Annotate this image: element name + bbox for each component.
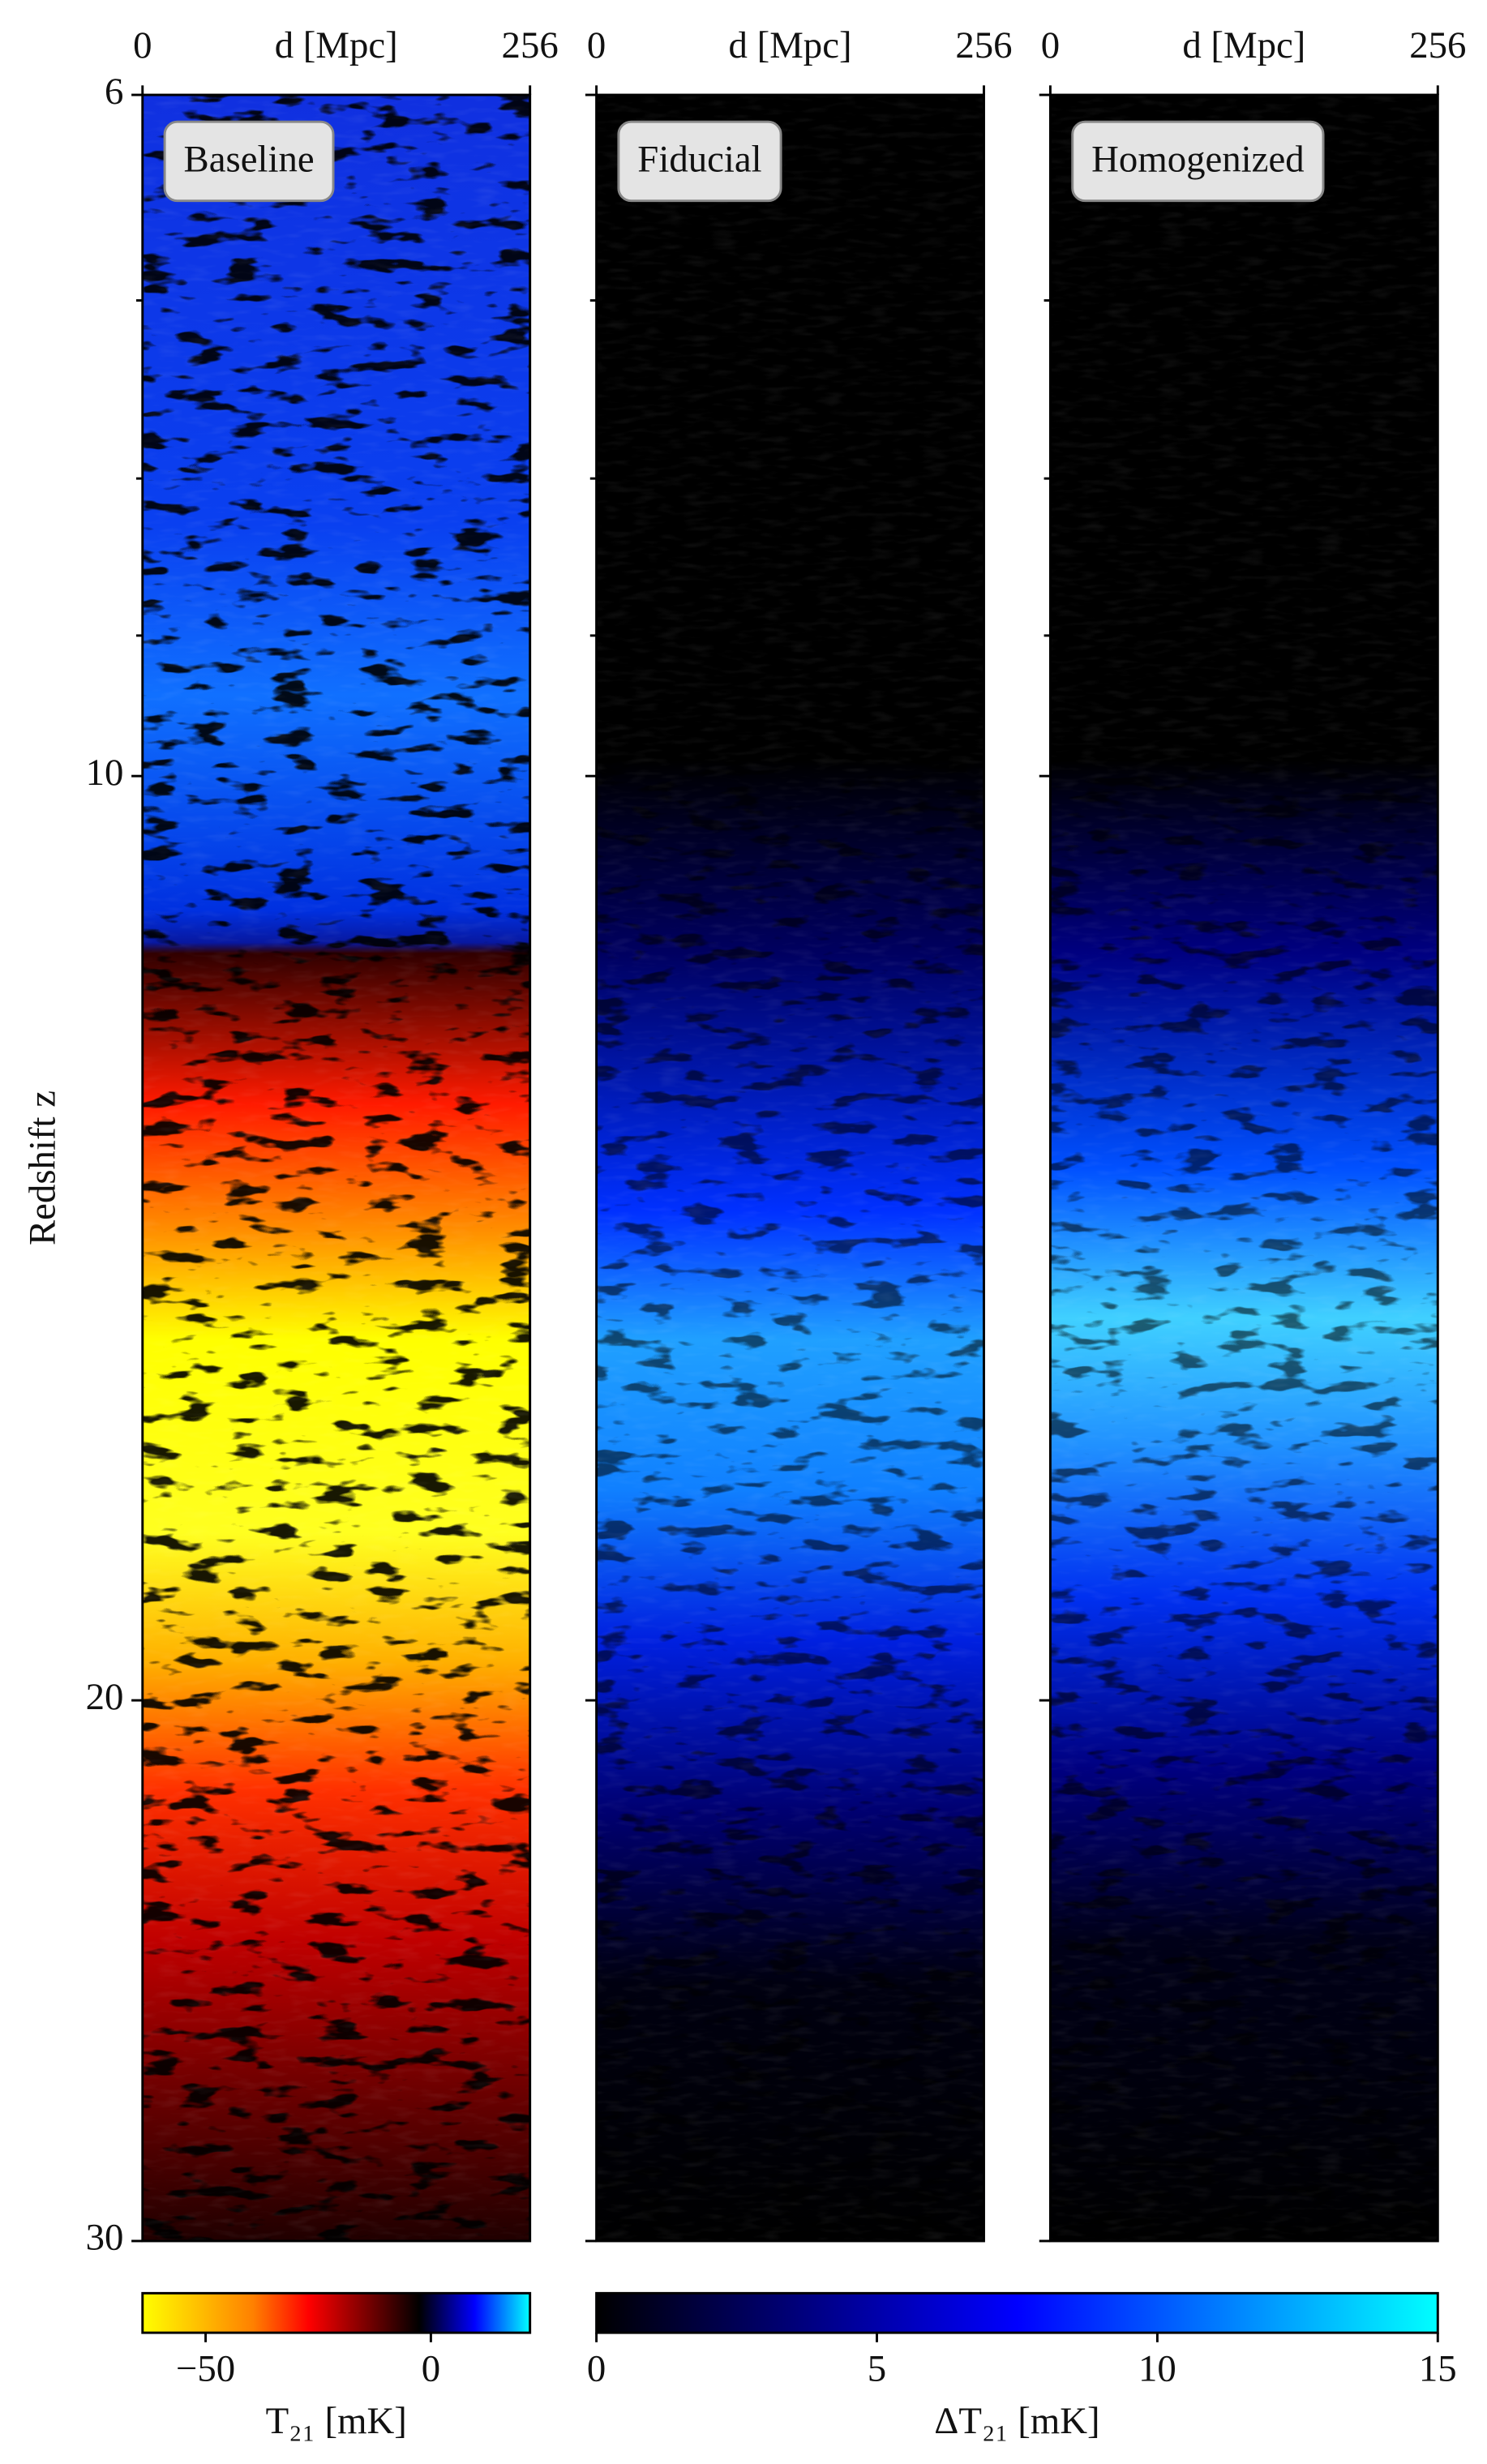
panel-title-box — [617, 120, 782, 203]
panel-title: Fiducial — [637, 139, 761, 181]
panel-frame — [141, 93, 532, 2243]
colorbar-label: T₂₁ [mK] — [266, 2400, 407, 2442]
colorbar-tick-label: 10 — [1138, 2348, 1176, 2390]
colorbar-tick-label: 0 — [422, 2348, 440, 2390]
panel-title-box — [163, 120, 335, 203]
heatmap-grain — [1050, 95, 1438, 2241]
panel-title: Homogenized — [1091, 139, 1305, 181]
x-tick-label: 256 — [955, 24, 1012, 66]
x-tick-label: 256 — [502, 24, 559, 66]
y-tick-label: 10 — [86, 752, 124, 794]
colorbar-tick-label: 15 — [1419, 2348, 1457, 2390]
colorbar-tick-label: 0 — [587, 2348, 606, 2390]
panel-frame — [595, 93, 985, 2243]
colorbar — [141, 2291, 532, 2334]
x-tick-label: 0 — [133, 24, 152, 66]
heatmap-grain — [596, 95, 984, 2241]
x-axis-label: d [Mpc] — [729, 24, 852, 66]
colorbar — [595, 2291, 1439, 2334]
panel: Homogenized — [1048, 93, 1439, 2243]
x-tick-label: 0 — [587, 24, 606, 66]
panel: Fiducial — [595, 93, 985, 2243]
y-tick-label: 6 — [105, 71, 123, 113]
panel-title-box — [1071, 120, 1325, 203]
x-axis-label: d [Mpc] — [1182, 24, 1305, 66]
panel-title: Baseline — [183, 139, 314, 181]
y-tick-label: 30 — [86, 2217, 124, 2259]
y-tick-label: 20 — [86, 1676, 124, 1718]
panel-frame — [1048, 93, 1439, 2243]
colorbar-tick-label: 5 — [868, 2348, 886, 2390]
x-tick-label: 256 — [1409, 24, 1466, 66]
panel: Baseline — [141, 93, 532, 2243]
x-axis-label: d [Mpc] — [275, 24, 398, 66]
y-axis-label: Redshift z — [22, 1091, 64, 1245]
heatmap-grain — [142, 95, 530, 2241]
x-tick-label: 0 — [1041, 24, 1060, 66]
colorbar-label: ΔT₂₁ [mK] — [934, 2400, 1099, 2442]
colorbar-tick-label: −50 — [176, 2348, 235, 2390]
